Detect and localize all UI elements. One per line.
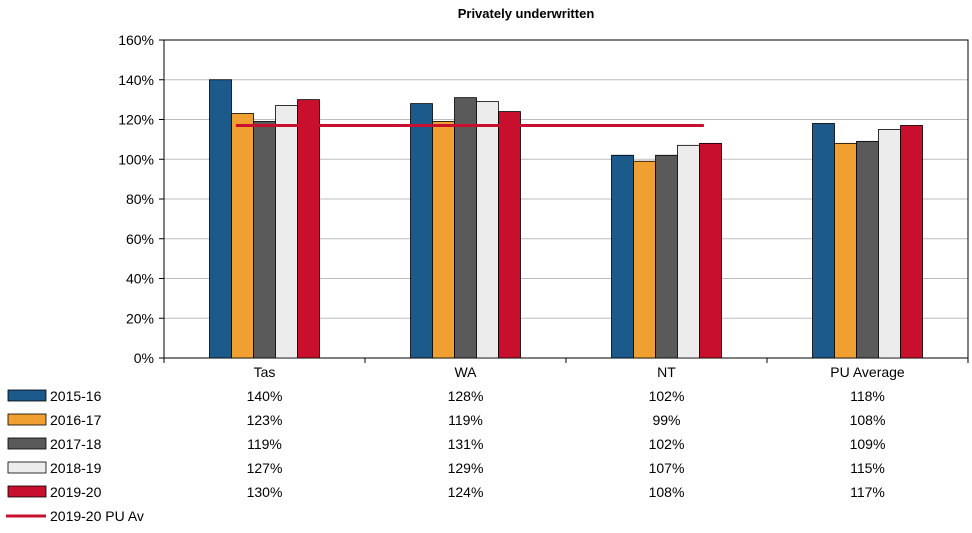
legend-label: 2019-20 bbox=[50, 484, 102, 500]
table-cell: 117% bbox=[850, 484, 885, 500]
bar bbox=[253, 121, 276, 359]
y-tick-label: 160% bbox=[118, 32, 154, 48]
bar bbox=[900, 125, 923, 359]
legend-swatch bbox=[7, 437, 47, 450]
y-tick-label: 120% bbox=[118, 112, 154, 128]
table-cell: 118% bbox=[850, 388, 885, 404]
bars bbox=[209, 79, 923, 359]
legend-swatch bbox=[7, 413, 47, 426]
bar bbox=[699, 142, 722, 359]
x-category-label: WA bbox=[454, 364, 477, 380]
bar bbox=[611, 154, 634, 359]
table-cell: 129% bbox=[448, 460, 484, 476]
y-tick-label: 140% bbox=[118, 72, 154, 88]
y-tick-label: 40% bbox=[126, 271, 154, 287]
y-tick-label: 80% bbox=[126, 191, 154, 207]
bar bbox=[878, 129, 901, 359]
legend-swatch bbox=[7, 389, 47, 402]
table-cell: 140% bbox=[247, 388, 283, 404]
legend-label: 2017-18 bbox=[50, 436, 102, 452]
table-cell: 107% bbox=[649, 460, 685, 476]
bar bbox=[856, 140, 879, 359]
table-cell: 102% bbox=[649, 388, 685, 404]
bar bbox=[454, 97, 477, 359]
x-category-label: Tas bbox=[254, 364, 276, 380]
legend-swatch bbox=[7, 461, 47, 474]
table-cell: 119% bbox=[448, 412, 483, 428]
bar bbox=[633, 160, 656, 359]
x-category-label: PU Average bbox=[830, 364, 905, 380]
y-tick-label: 100% bbox=[118, 151, 154, 167]
table-cell: 109% bbox=[850, 436, 886, 452]
bar bbox=[275, 105, 298, 359]
table-cell: 131% bbox=[448, 436, 484, 452]
table-cell: 119% bbox=[247, 436, 282, 452]
x-axis: Tas WA NT PU Average bbox=[163, 358, 969, 380]
table-cell: 115% bbox=[850, 460, 885, 476]
table-cell: 130% bbox=[247, 484, 283, 500]
bar bbox=[231, 113, 254, 359]
bar bbox=[677, 144, 700, 359]
chart-title: Privately underwritten bbox=[458, 6, 595, 21]
legend-label: 2016-17 bbox=[50, 412, 102, 428]
table-cell: 124% bbox=[448, 484, 484, 500]
x-category-label: NT bbox=[657, 364, 676, 380]
bar bbox=[432, 121, 455, 359]
table-cell: 108% bbox=[850, 412, 886, 428]
data-table: 2015-16 140% 128% 102% 118% 2016-17 123% 119% 99… bbox=[6, 388, 885, 524]
table-cell: 128% bbox=[448, 388, 484, 404]
y-tick-label: 60% bbox=[126, 231, 154, 247]
legend-label: 2019-20 PU Av bbox=[50, 508, 144, 524]
bar bbox=[812, 123, 835, 359]
bar bbox=[209, 79, 232, 359]
bar bbox=[498, 111, 521, 359]
bar bbox=[655, 154, 678, 359]
table-cell: 108% bbox=[649, 484, 685, 500]
y-axis: 0% 20% 40% 60% 80% 100% 120% 140% 160% bbox=[118, 32, 164, 366]
table-cell: 127% bbox=[247, 460, 283, 476]
bar bbox=[297, 99, 320, 359]
legend-label: 2015-16 bbox=[50, 388, 102, 404]
y-tick-label: 20% bbox=[126, 310, 154, 326]
table-cell: 123% bbox=[247, 412, 283, 428]
legend-swatch bbox=[7, 485, 47, 498]
legend-label: 2018-19 bbox=[50, 460, 102, 476]
table-cell: 102% bbox=[649, 436, 685, 452]
table-cell: 99% bbox=[652, 412, 680, 428]
bar bbox=[834, 142, 857, 359]
bar bbox=[476, 101, 499, 359]
y-tick-label: 0% bbox=[134, 350, 154, 366]
bar bbox=[410, 103, 433, 359]
